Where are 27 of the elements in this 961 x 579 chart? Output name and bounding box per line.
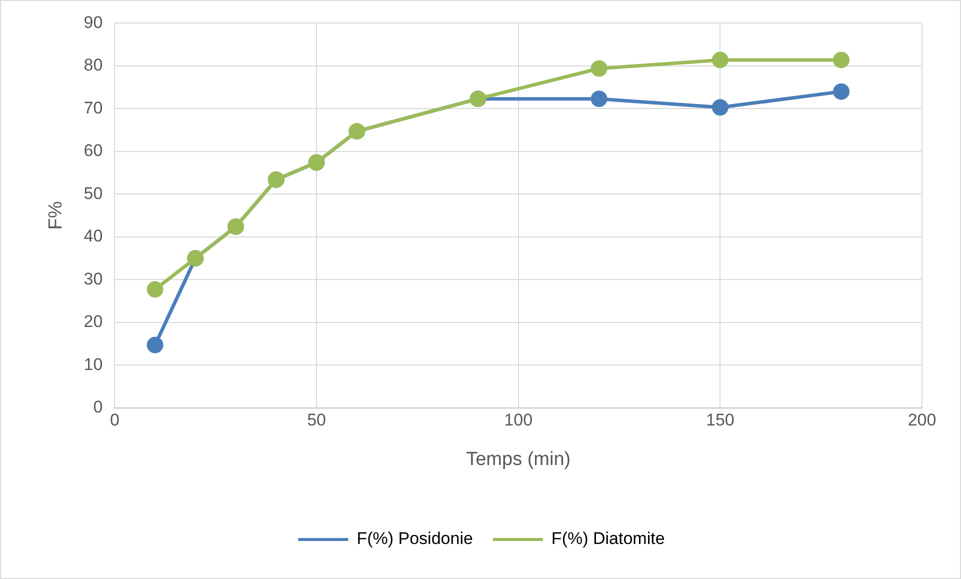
point [712,99,728,116]
x-tick-label: 50 [307,410,326,430]
y-axis-title: F% [46,201,67,230]
y-tick-label: 90 [84,12,103,32]
x-axis-title: Temps (min) [466,448,571,470]
y-tick-label: 30 [84,269,103,288]
point [590,90,608,108]
point [146,336,164,354]
legend-label: F(%) Posidonie [356,529,473,548]
y-tick-label: 0 [93,397,103,416]
y-tick-label: 40 [84,226,103,246]
y-tick-label: 80 [84,56,103,75]
x-tick-label: 200 [908,410,936,430]
point [712,52,728,68]
y-tick-label: 10 [84,354,103,374]
point [590,60,608,77]
x-tick-label: 100 [504,410,533,430]
point [146,281,164,298]
x-tick-label: 150 [706,410,734,430]
y-tick-label: 60 [84,141,103,160]
y-tick-label: 20 [84,312,103,332]
x-tick-label: 0 [110,410,120,430]
point [833,52,850,68]
point [833,83,850,100]
legend-label: F(%) Diatomite [551,529,665,548]
y-tick-label: 50 [84,184,103,203]
y-tick-label: 70 [84,98,103,118]
